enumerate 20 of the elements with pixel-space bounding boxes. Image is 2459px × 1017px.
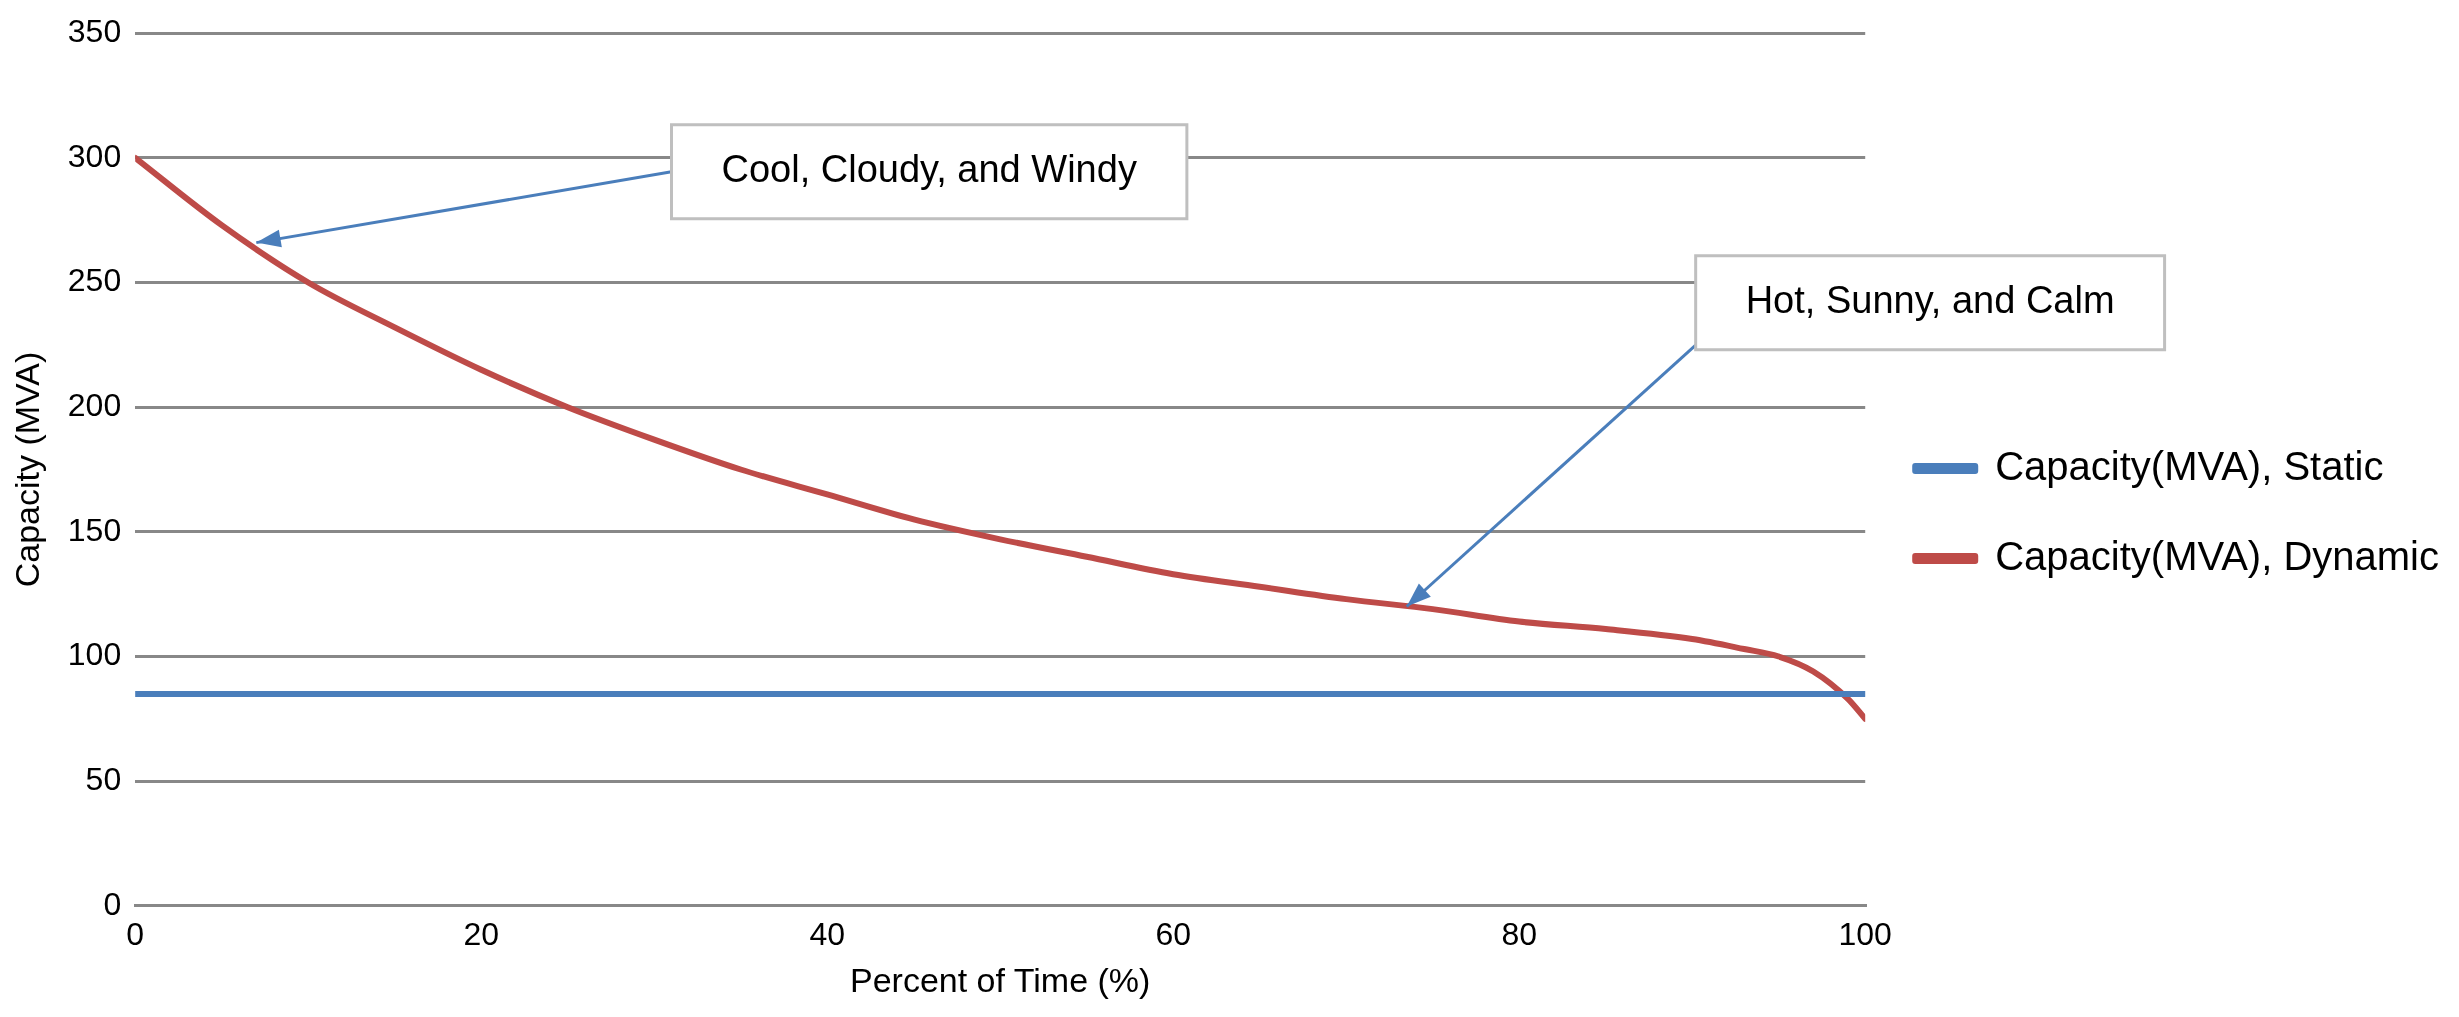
annotation: Cool, Cloudy, and Windy: [721, 148, 1137, 191]
y-tick-label: 100: [67, 636, 122, 673]
x-tick-label: 80: [1501, 915, 1537, 952]
annotation: Hot, Sunny, and Calm: [1745, 279, 2115, 322]
y-axis-title: Capacity (MVA): [7, 351, 46, 588]
x-tick-label: 100: [1838, 915, 1892, 952]
y-tick-label: 300: [67, 137, 122, 174]
y-tick-label: 150: [67, 511, 122, 548]
legend-label: Capacity(MVA), Static: [1995, 443, 2384, 488]
x-tick-label: 20: [463, 915, 499, 952]
x-tick-label: 40: [809, 915, 845, 952]
x-tick-label: 60: [1155, 915, 1191, 952]
y-tick-label: 200: [67, 387, 122, 423]
y-tick-label: 50: [85, 760, 122, 797]
legend-label: Capacity(MVA), Dynamic: [1995, 533, 2440, 578]
y-tick-label: 0: [103, 885, 122, 922]
x-axis-title: Percent of Time (%): [849, 960, 1151, 999]
x-tick-label: 0: [126, 915, 145, 952]
y-tick-label: 350: [67, 13, 122, 50]
y-tick-label: 250: [67, 262, 122, 299]
